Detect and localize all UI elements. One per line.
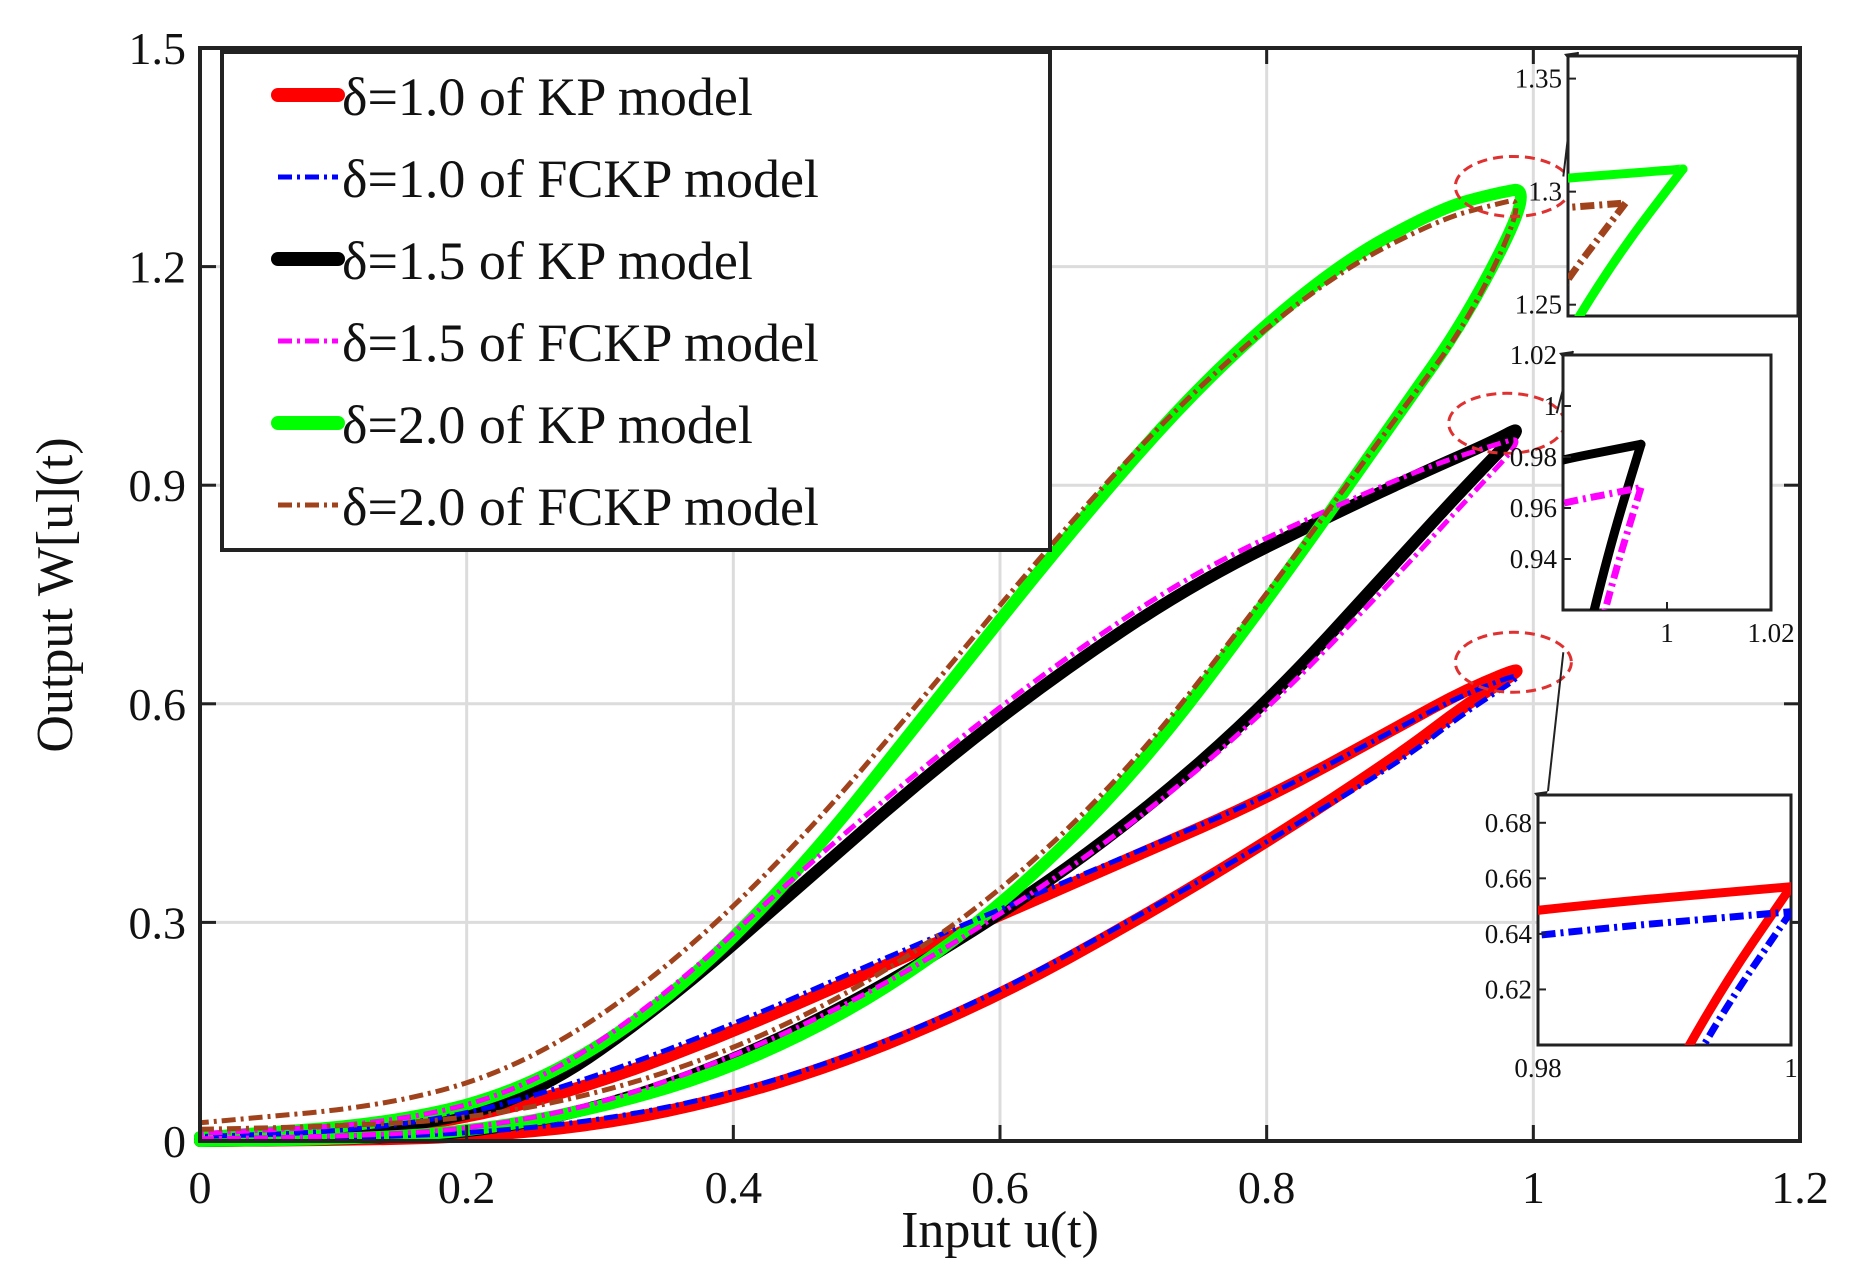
inset-curve-asc: [1563, 439, 1646, 465]
y-axis-label: Output W[u](t): [27, 437, 84, 752]
inset-curve-asc: [1568, 164, 1688, 183]
x-tick-label: 0.8: [1238, 1162, 1296, 1213]
legend-label: δ=1.0 of FCKP model: [342, 149, 819, 209]
inset-3: 0.62 0.64 0.66 0.68 0.98 1: [1485, 793, 1798, 1083]
legend-label: δ=1.0 of KP model: [342, 67, 753, 127]
inset-y-tick-label: 0.98: [1510, 442, 1557, 472]
inset-curves: [1563, 439, 1646, 610]
inset-curve-desc: [1684, 882, 1791, 1045]
x-tick-label: 0.2: [438, 1162, 496, 1213]
legend-label: δ=2.0 of KP model: [342, 395, 753, 455]
inset-x-tick-label: 0.98: [1514, 1053, 1561, 1083]
inset-y-tick-label: 0.62: [1485, 974, 1532, 1004]
y-tick-label: 0.3: [129, 897, 187, 948]
legend-label: δ=1.5 of FCKP model: [342, 313, 819, 373]
inset-curve-desc: [1699, 909, 1791, 1045]
inset-y-tick-label: 0.64: [1485, 919, 1533, 949]
inset-y-tick-label: 1.3: [1528, 177, 1562, 207]
inset-y-tick-label: 1.02: [1510, 340, 1557, 370]
series-curve-5: [199, 198, 1519, 1132]
y-tick-label: 0.6: [129, 679, 187, 730]
inset-y-tick-label: 0.68: [1485, 808, 1532, 838]
legend-box: [220, 50, 1052, 552]
legend: δ=1.0 of KP model δ=1.0 of FCKP model δ=1.…: [220, 50, 1052, 552]
inset-y-tick-label: 1: [1544, 391, 1558, 421]
y-tick-label: 0.9: [129, 460, 187, 511]
zoom-ellipse: [1453, 630, 1573, 694]
zoom-arrow: [1547, 652, 1565, 792]
y-tick-label: 1.5: [129, 23, 187, 74]
inset-y-tick-label: 0.94: [1510, 544, 1558, 574]
main-curves: [194, 184, 1527, 1147]
inset-x-tick-label: 1.02: [1747, 618, 1794, 648]
inset-x-tick-label: 1: [1660, 618, 1674, 648]
x-tick-label: 1: [1522, 1162, 1545, 1213]
series-curve-0: [194, 664, 1523, 1147]
legend-label: δ=1.5 of KP model: [342, 231, 753, 291]
inset-curves: [1568, 164, 1688, 316]
x-tick-label: 0.6: [971, 1162, 1029, 1213]
main-ticks: 0 0.2 0.4 0.6 0.8 1 1.2 0 0.3 0.6 0.9 1.2 1.5: [129, 23, 1829, 1213]
inset-curve-asc: [1538, 908, 1791, 939]
inset-frame: [1536, 793, 1793, 1047]
x-tick-label: 0.4: [705, 1162, 763, 1213]
x-axis-label: Input u(t): [901, 1202, 1099, 1259]
y-tick-label: 1.2: [129, 242, 187, 293]
series-curve-4: [194, 184, 1527, 1147]
inset-y-tick-label: 0.66: [1485, 863, 1532, 893]
inset-1: 1.25 1.3 1.35: [1515, 54, 1800, 320]
y-tick-label: 0: [163, 1116, 186, 1167]
inset-y-tick-label: 1.25: [1515, 290, 1562, 320]
inset-y-tick-label: 0.96: [1510, 493, 1557, 523]
inset-curve-desc: [1589, 439, 1646, 610]
inset-curve-asc: [1538, 882, 1791, 915]
inset-x-tick-label: 1: [1784, 1053, 1798, 1083]
inset-curve-asc: [1563, 484, 1642, 507]
inset-frame: [1561, 353, 1773, 612]
inset-curves: [1538, 882, 1791, 1045]
inset-y-tick-label: 1.35: [1515, 64, 1562, 94]
series-curve-3: [197, 437, 1519, 1142]
x-tick-label: 1.2: [1771, 1162, 1829, 1213]
inset-curve-desc: [1568, 200, 1629, 286]
x-tick-label: 0: [189, 1162, 212, 1213]
inset-curve-desc: [1601, 486, 1645, 610]
legend-label: δ=2.0 of FCKP model: [342, 477, 819, 537]
inset-curve-desc: [1574, 164, 1688, 316]
inset-2: 0.94 0.96 0.98 1 1.02 1 1.02: [1510, 340, 1795, 648]
series-curve-1: [198, 673, 1520, 1142]
